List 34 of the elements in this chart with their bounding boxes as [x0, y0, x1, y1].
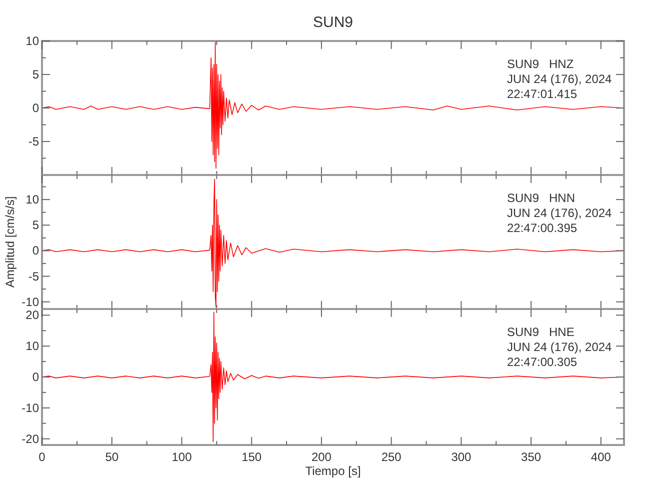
annotation: SUN9 HNZ	[507, 57, 574, 71]
annotation: 22:47:01.415	[507, 87, 578, 101]
annotation: SUN9 HNN	[507, 191, 576, 205]
y-tick-label: -10	[22, 294, 40, 309]
y-tick-label: 10	[26, 34, 40, 48]
y-tick-label: 0	[32, 244, 40, 258]
x-tick-label: 150	[242, 450, 262, 464]
x-tick-label: 300	[451, 450, 472, 464]
y-tick-label: 5	[32, 218, 40, 232]
y-tick-label: 0	[32, 101, 40, 115]
y-tick-label: -5	[28, 269, 40, 284]
y-tick-label: 10	[26, 339, 40, 354]
y-tick-label: 20	[26, 308, 40, 322]
annotation: 22:47:00.395	[507, 221, 578, 235]
x-tick-label: 50	[105, 450, 119, 464]
annotation: JUN 24 (176), 2024	[507, 340, 612, 354]
x-tick-label: 250	[381, 450, 402, 464]
annotation: SUN9 HNE	[507, 325, 574, 339]
y-tick-label: -10	[22, 400, 40, 415]
y-tick-label: 0	[32, 370, 40, 384]
x-tick-label: 100	[172, 450, 192, 464]
x-tick-label: 350	[521, 450, 542, 464]
annotation: 22:47:00.305	[507, 355, 578, 369]
x-tick-label: 400	[590, 450, 612, 464]
y-tick-label: 10	[26, 192, 40, 207]
annotation: JUN 24 (176), 2024	[507, 72, 612, 86]
y-tick-label: -20	[22, 432, 40, 446]
x-tick-label: 200	[311, 450, 332, 464]
chart-title: SUN9	[312, 14, 354, 31]
annotation: JUN 24 (176), 2024	[507, 206, 612, 220]
y-tick-label: -5	[28, 134, 40, 148]
y-tick-label: 5	[32, 68, 40, 82]
x-axis-title: Tiempo [s]	[305, 464, 361, 478]
y-axis-title: Amplitud [cm/s/s]	[3, 196, 17, 288]
